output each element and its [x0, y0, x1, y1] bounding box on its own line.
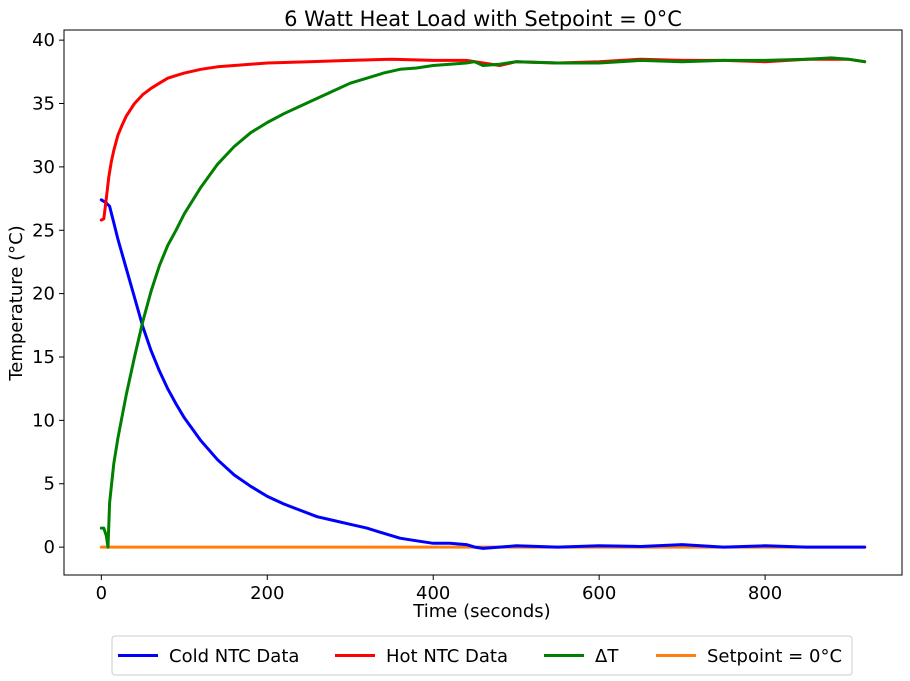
y-tick-label: 5	[44, 474, 55, 495]
y-axis-label: Temperature (°C)	[6, 225, 27, 381]
legend-frame	[111, 635, 853, 676]
y-tick-label: 15	[32, 347, 55, 368]
x-axis: 0 200 400 600 800	[96, 575, 782, 604]
x-tick-label: 200	[250, 583, 284, 604]
plot-frame	[63, 29, 903, 576]
legend-label: ΔT	[595, 646, 619, 667]
x-axis-label: Time (seconds)	[412, 601, 550, 622]
plot-series	[99, 56, 867, 550]
legend-label: Cold NTC Data	[169, 646, 299, 667]
y-tick-label: 20	[32, 284, 55, 305]
legend-label: Setpoint = 0°C	[707, 646, 842, 667]
y-tick-label: 10	[32, 410, 55, 431]
chart-title: 6 Watt Heat Load with Setpoint = 0°C	[284, 7, 682, 31]
y-tick-label: 0	[44, 537, 55, 558]
legend: Cold NTC Data Hot NTC Data ΔT Setpoint = 0°…	[111, 635, 853, 676]
series-line-hot-ntc-data	[99, 57, 867, 222]
x-tick-label: 600	[582, 583, 616, 604]
y-tick-label: 25	[32, 220, 55, 241]
y-tick-label: 35	[32, 94, 55, 115]
series-line-cold-ntc-data	[99, 198, 867, 550]
y-axis: 0 5 10 15 20 25 30 35 40	[32, 30, 64, 558]
y-tick-label: 40	[32, 30, 55, 51]
series-line-delta-t	[99, 56, 867, 549]
legend-label: Hot NTC Data	[386, 646, 508, 667]
y-tick-label: 30	[32, 157, 55, 178]
x-tick-label: 800	[748, 583, 782, 604]
x-tick-label: 400	[416, 583, 450, 604]
x-tick-label: 0	[96, 583, 107, 604]
